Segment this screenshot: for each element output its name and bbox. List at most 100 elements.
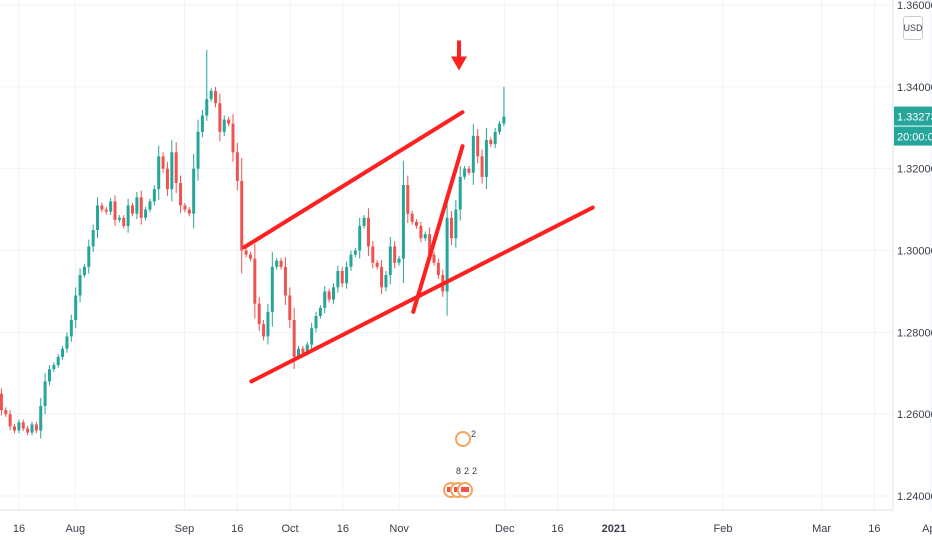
candle-body (240, 180, 244, 251)
candle-body (384, 275, 388, 288)
candle-body (484, 140, 488, 177)
candle-body (205, 99, 209, 116)
price-tick-label: 1.36000 (897, 0, 932, 12)
candle-body (187, 209, 191, 214)
countdown-label: 20:00:00 (897, 132, 932, 144)
candle-body (74, 295, 78, 321)
candle-body (179, 182, 183, 206)
candle-body (8, 414, 12, 427)
candle-body (130, 205, 134, 214)
candlestick-series (0, 50, 506, 439)
candle-body (152, 189, 156, 202)
candle-body (345, 266, 349, 284)
candle-body (61, 348, 65, 357)
candle-body (47, 369, 51, 382)
candle-body (401, 185, 405, 259)
arrow-head (451, 56, 467, 71)
candle-body (30, 424, 34, 433)
candle-body (34, 424, 38, 431)
candle-body (275, 260, 279, 267)
candle-body (192, 168, 196, 214)
price-axis[interactable]: 1.36000 1.34000 1.32000 1.30000 1.28000 1.260… (892, 0, 932, 510)
candle-body (371, 246, 375, 263)
time-tick-label: 16 (231, 523, 243, 535)
candle-body (170, 152, 174, 190)
candle-body (340, 270, 344, 284)
candle-body (358, 225, 362, 251)
candle-body (104, 209, 108, 212)
candle-body (375, 262, 379, 267)
candle-body (21, 422, 25, 429)
countdown-badge (894, 126, 932, 146)
candle-body (248, 254, 252, 259)
candle-body (52, 365, 56, 370)
time-tick-label: Oct (281, 523, 298, 535)
event-markers[interactable]: 28 2 2 (443, 429, 477, 498)
time-tick-label: 16 (868, 523, 880, 535)
candle-body (87, 246, 91, 267)
candle-body (227, 119, 231, 124)
candle-body (26, 428, 30, 433)
drawn-trendlines[interactable] (242, 110, 595, 384)
time-tick-label: Mar (812, 523, 831, 535)
candle-body (353, 250, 357, 255)
candle-body (476, 135, 480, 157)
candle-body (493, 131, 497, 145)
candle-body (366, 217, 370, 247)
price-tick-label: 1.24000 (897, 491, 932, 503)
candle-body (349, 254, 353, 267)
candle-body (65, 336, 69, 349)
candle-body (144, 209, 148, 218)
candle-body (292, 320, 296, 357)
candle-body (96, 205, 100, 231)
time-tick-label: 16 (551, 523, 563, 535)
price-tick-label: 1.30000 (897, 246, 932, 258)
candle-body (135, 197, 139, 214)
candle-body (463, 168, 467, 177)
candle-body (445, 217, 449, 292)
candle-body (157, 156, 161, 190)
candle-body (222, 119, 226, 132)
candle-body (235, 152, 239, 181)
candle-body (314, 315, 318, 329)
candle-body (113, 201, 117, 220)
candle-body (122, 217, 126, 226)
candle-body (331, 287, 335, 300)
candle-body (305, 344, 309, 353)
candle-body (56, 356, 60, 366)
candle-body (423, 234, 427, 239)
candle-body (13, 426, 17, 431)
time-tick-label: Apr (922, 523, 932, 535)
last-price-badges: 1.33273 20:00:00 (894, 106, 932, 146)
time-tick-label: 16 (337, 523, 349, 535)
candle-body (393, 246, 397, 263)
candle-body (174, 152, 178, 183)
time-tick-label: 16 (13, 523, 25, 535)
candle-body (214, 90, 218, 104)
time-axis[interactable]: 16 Aug Sep 16 Oct 16 Nov Dec 16 2021 Feb Mar 16 Apr (0, 509, 932, 535)
candle-body (148, 201, 152, 210)
currency-label[interactable]: USD (903, 16, 923, 40)
candle-body (297, 348, 301, 357)
candle-body (266, 311, 270, 337)
flag-icon (461, 487, 469, 492)
price-tick-label: 1.26000 (897, 409, 932, 421)
last-price-label: 1.33273 (897, 112, 932, 124)
candle-body (165, 168, 169, 190)
down-arrow-annotation[interactable] (451, 40, 467, 71)
candle-body (109, 201, 113, 212)
candle-body (449, 217, 453, 239)
candle-body (39, 405, 43, 431)
candle-body (419, 225, 423, 239)
candle-body (17, 422, 21, 431)
candle-body (126, 205, 130, 226)
candle-body (209, 90, 213, 100)
time-tick-label: Nov (389, 523, 409, 535)
candle-body (489, 140, 493, 145)
candle-body (336, 270, 340, 288)
candle-body (82, 266, 86, 276)
event-marker-count: 2 (464, 466, 469, 476)
price-tick-label: 1.34000 (897, 82, 932, 94)
candle-body (100, 205, 104, 210)
